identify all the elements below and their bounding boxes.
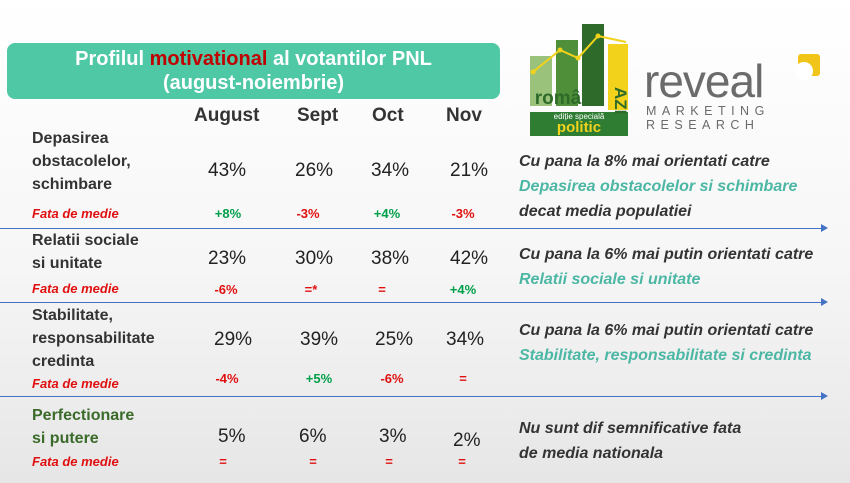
row-note: Cu pana la 6% mai putin orientati catre … xyxy=(519,318,824,368)
value-cell: 26% xyxy=(295,160,334,181)
value-cell: 34% xyxy=(371,160,410,181)
row-separator-arrow xyxy=(0,392,828,400)
row-separator-arrow xyxy=(0,224,828,232)
value-cell: 39% xyxy=(300,329,339,350)
row-label-stabilitate: Stabilitate, responsabilitate credinta xyxy=(32,304,155,373)
row-note: Cu pana la 6% mai putin orientati catre … xyxy=(519,242,824,292)
deviation-cell: =* xyxy=(304,282,318,297)
value-cell: 43% xyxy=(208,160,247,181)
reveal-wordmark: reveal xyxy=(644,55,764,107)
row-label-perfectionare: Perfectionare si putere xyxy=(32,404,134,450)
title-highlight: motivational xyxy=(149,48,268,70)
row-label-line: responsabilitate xyxy=(32,330,155,347)
deviation-cell: -6% xyxy=(380,371,404,386)
value-cell: 25% xyxy=(375,329,414,350)
deviation-cell: = xyxy=(309,454,317,469)
note-text: Cu pana la 8% mai orientati catre xyxy=(519,153,770,170)
value-cell: 5% xyxy=(218,426,246,447)
deviation-cell: +8% xyxy=(214,206,242,221)
deviation-cell: -4% xyxy=(215,371,239,386)
row-label-depasirea: Depasirea obstacolelor, schimbare xyxy=(32,127,131,196)
deviation-cell: +4% xyxy=(373,206,401,221)
deviation-cell: -3% xyxy=(296,206,320,221)
deviation-cell: +4% xyxy=(449,282,477,297)
row-label-line: credinta xyxy=(32,353,95,370)
deviation-cell: = xyxy=(219,454,227,469)
value-cell: 34% xyxy=(446,329,485,350)
deviation-label: Fata de medie xyxy=(32,281,119,296)
logo-romanii-text: românii xyxy=(534,88,604,109)
reveal-mark-icon xyxy=(795,54,820,80)
value-cell: 42% xyxy=(450,248,489,269)
title-line-1: Profilul motivational al votantilor PNL xyxy=(75,47,432,71)
note-accent: Depasirea obstacolelor si schimbare xyxy=(519,178,798,195)
value-cell: 38% xyxy=(371,248,410,269)
reveal-sub-research: RESEARCH xyxy=(646,118,760,132)
logo-politic-text: politic xyxy=(556,119,602,136)
romanii-azi-logo: AZI românii ediție specială politic xyxy=(528,22,630,138)
deviation-cell: -3% xyxy=(451,206,475,221)
value-cell: 21% xyxy=(450,160,489,181)
value-cell: 30% xyxy=(295,248,334,269)
row-note: Cu pana la 8% mai orientati catre Depasi… xyxy=(519,149,824,224)
column-header-nov: Nov xyxy=(446,105,482,126)
title-prefix: Profilul xyxy=(75,48,150,70)
row-note: Nu sunt dif semnificative fata de media … xyxy=(519,416,749,466)
row-label-relatii: Relatii sociale si unitate xyxy=(32,229,139,275)
row-label-line: obstacolelor, xyxy=(32,153,131,170)
note-text-end: decat media populatiei xyxy=(519,203,692,220)
slide-title: Profilul motivational al votantilor PNL … xyxy=(7,43,500,99)
column-header-oct: Oct xyxy=(372,105,404,126)
note-text: Nu sunt dif semnificative fata de media … xyxy=(519,420,742,462)
deviation-cell: = xyxy=(459,371,467,386)
row-label-line: Perfectionare xyxy=(32,407,135,424)
title-suffix: al votantilor PNL xyxy=(267,48,432,70)
reveal-logo: reveal MARKETING RESEARCH xyxy=(644,52,820,136)
note-text: Cu pana la 6% mai putin orientati catre xyxy=(519,322,814,339)
logo-bars-graphic xyxy=(530,24,628,136)
logo-edition-text: ediție specială xyxy=(553,112,605,121)
deviation-cell: = xyxy=(458,454,466,469)
row-label-line: Relatii sociale xyxy=(32,232,139,249)
row-label-line: Depasirea xyxy=(32,130,109,147)
value-cell: 29% xyxy=(214,329,253,350)
row-label-line: schimbare xyxy=(32,176,113,193)
column-header-sept: Sept xyxy=(297,105,339,126)
deviation-label: Fata de medie xyxy=(32,454,119,469)
logo-azi-text: AZI xyxy=(611,87,630,115)
deviation-cell: +5% xyxy=(305,371,333,386)
deviation-cell: = xyxy=(385,454,393,469)
title-line-2: (august-noiembrie) xyxy=(162,72,345,94)
value-cell: 6% xyxy=(299,426,327,447)
note-accent: Stabilitate, responsabilitate si credint… xyxy=(519,347,812,364)
deviation-label: Fata de medie xyxy=(32,376,119,391)
row-label-line: Stabilitate, xyxy=(32,307,113,324)
value-cell: 3% xyxy=(379,426,407,447)
deviation-cell: -6% xyxy=(214,282,238,297)
row-label-line: si putere xyxy=(32,430,99,447)
row-separator-arrow xyxy=(0,298,828,306)
deviation-cell: = xyxy=(378,282,386,297)
reveal-sub-marketing: MARKETING xyxy=(646,104,770,118)
note-text: Cu pana la 6% mai putin orientati catre xyxy=(519,246,814,263)
deviation-label: Fata de medie xyxy=(32,206,119,221)
value-cell: 23% xyxy=(208,248,247,269)
value-cell: 2% xyxy=(453,430,481,451)
note-accent: Relatii sociale si unitate xyxy=(519,271,701,288)
row-label-line: si unitate xyxy=(32,255,103,272)
column-header-august: August xyxy=(194,105,260,126)
